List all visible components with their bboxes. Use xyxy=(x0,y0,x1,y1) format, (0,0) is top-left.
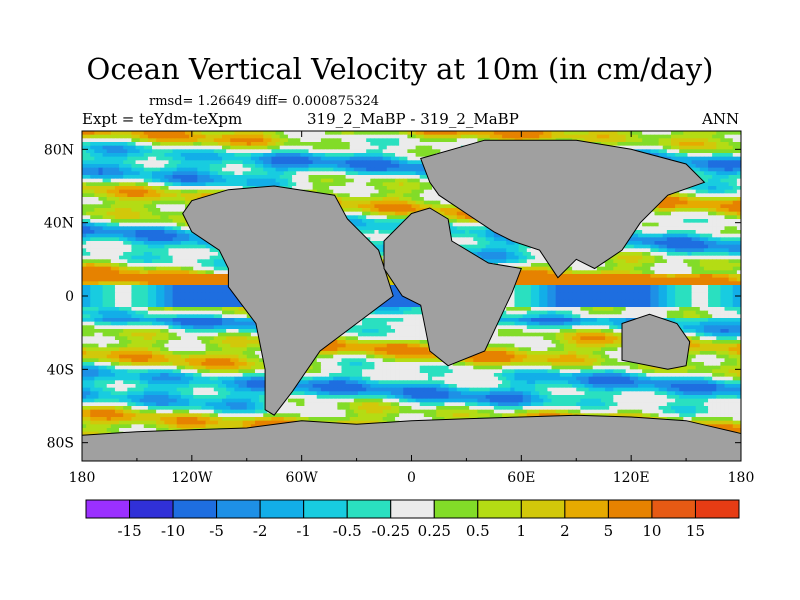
colorbar-swatch xyxy=(607,499,653,519)
land-eurasia xyxy=(420,139,706,279)
colorbar-label: -0.25 xyxy=(371,522,409,540)
colorbar-label: 10 xyxy=(642,522,661,540)
colorbar-label: 2 xyxy=(560,522,570,540)
colorbar-label: -10 xyxy=(161,522,185,540)
colorbar-label: -0.5 xyxy=(333,522,362,540)
stats-text: rmsd= 1.26649 diff= 0.000875324 xyxy=(149,94,380,109)
colorbar-label: 5 xyxy=(604,522,614,540)
colorbar-swatch xyxy=(694,499,740,519)
x-tick-label: 60E xyxy=(507,470,535,486)
land-antarctica xyxy=(82,414,741,461)
y-tick-label: 80S xyxy=(47,436,74,452)
x-tick-label: 120W xyxy=(171,470,213,486)
colorbar-label: 0.25 xyxy=(418,522,451,540)
y-tick-label: 40N xyxy=(44,216,74,232)
colorbar-swatch xyxy=(651,499,696,519)
x-tick-label: 120E xyxy=(613,470,650,486)
colorbar-swatch xyxy=(259,499,305,519)
colorbar-label: -15 xyxy=(117,522,141,540)
colorbar-swatch xyxy=(564,499,609,519)
y-tick-label: 0 xyxy=(65,289,74,305)
land-americas xyxy=(182,185,394,416)
land-layer xyxy=(82,139,741,461)
x-tick-label: 180 xyxy=(728,470,755,486)
colorbar-label: -5 xyxy=(209,522,224,540)
colorbar-swatch xyxy=(346,499,392,519)
land-australia xyxy=(621,313,691,370)
colorbar-swatch xyxy=(520,499,566,519)
expt-label: Expt = teYdm-teXpm xyxy=(82,110,243,128)
x-tick-label: 180 xyxy=(69,470,96,486)
colorbar-swatch xyxy=(433,499,479,519)
colorbar-swatch xyxy=(129,499,174,519)
y-tick-label: 40S xyxy=(47,362,74,378)
colorbar-swatch xyxy=(303,499,348,519)
colorbar-swatch xyxy=(477,499,522,519)
colorbar-swatch xyxy=(216,499,261,519)
x-tick-label: 0 xyxy=(407,470,416,486)
season-label: ANN xyxy=(702,110,740,128)
land-africa xyxy=(383,207,522,367)
colorbar-label: 0.5 xyxy=(466,522,490,540)
chart-title: Ocean Vertical Velocity at 10m (in cm/da… xyxy=(86,52,714,86)
y-tick-label: 80N xyxy=(44,142,74,158)
case-label: 319_2_MaBP - 319_2_MaBP xyxy=(307,110,519,128)
x-tick-label: 60W xyxy=(286,470,319,486)
colorbar-label: 1 xyxy=(517,522,527,540)
colorbar-swatch xyxy=(172,499,218,519)
colorbar-label: -1 xyxy=(296,522,311,540)
colorbar-label: 15 xyxy=(686,522,705,540)
colorbar-swatch xyxy=(390,499,435,519)
colorbar-label: -2 xyxy=(253,522,268,540)
colorbar-swatch xyxy=(85,499,131,519)
